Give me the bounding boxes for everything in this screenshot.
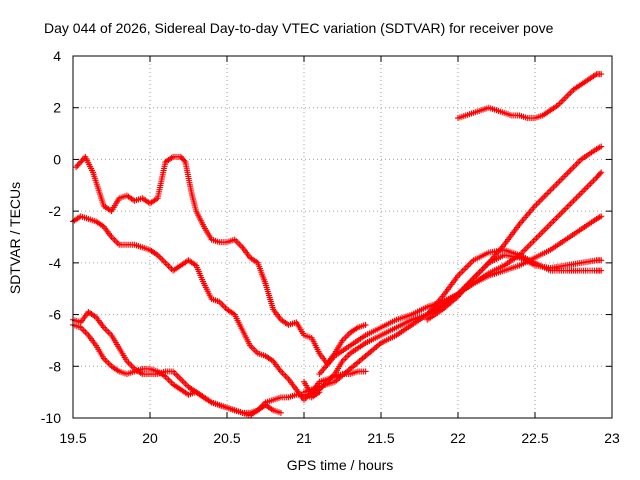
y-axis-label: SDTVAR / TECUs — [7, 182, 23, 294]
y-tick-label: -4 — [49, 255, 62, 271]
y-tick-label: -10 — [41, 410, 61, 426]
y-tick-label: 4 — [53, 48, 61, 64]
x-tick-label: 20.5 — [213, 430, 240, 446]
data-point — [598, 267, 605, 274]
plot-frame — [72, 55, 613, 419]
data-point — [362, 368, 369, 375]
data-series — [70, 71, 605, 419]
data-point — [598, 71, 605, 78]
x-axis-label: GPS time / hours — [287, 457, 394, 473]
series-track-c — [70, 321, 323, 416]
data-point — [598, 143, 605, 150]
data-point — [362, 321, 369, 328]
x-tick-label: 20 — [142, 430, 158, 446]
x-tick-label: 21.5 — [367, 430, 394, 446]
series-track-i — [424, 252, 605, 323]
y-tick-label: -2 — [49, 203, 62, 219]
x-tick-label: 19.5 — [59, 430, 86, 446]
data-point — [597, 170, 604, 177]
x-tick-label: 21 — [296, 430, 312, 446]
data-point — [277, 409, 284, 416]
series-track-g — [316, 213, 605, 378]
y-tick-label: -6 — [49, 307, 62, 323]
y-tick-label: 2 — [53, 100, 61, 116]
axis-ticks: 19.5 20 20.5 21 21.5 22 22.5 23 -10 -8 -6 -4 -2 0 2 4 — [41, 48, 620, 446]
data-point — [598, 169, 605, 176]
data-point — [181, 157, 188, 164]
x-tick-label: 22.5 — [521, 430, 548, 446]
series-track-b — [70, 213, 369, 403]
data-point — [598, 213, 605, 220]
data-point — [598, 257, 605, 264]
y-tick-label: -8 — [49, 358, 62, 374]
series-track-j — [455, 71, 605, 122]
series-track-d — [70, 308, 284, 419]
y-tick-label: 0 — [53, 151, 61, 167]
x-tick-label: 23 — [604, 430, 620, 446]
chart-title: Day 044 of 2026, Sidereal Day-to-day VTE… — [44, 20, 554, 36]
x-tick-label: 22 — [450, 430, 466, 446]
series-track-a — [73, 153, 369, 367]
